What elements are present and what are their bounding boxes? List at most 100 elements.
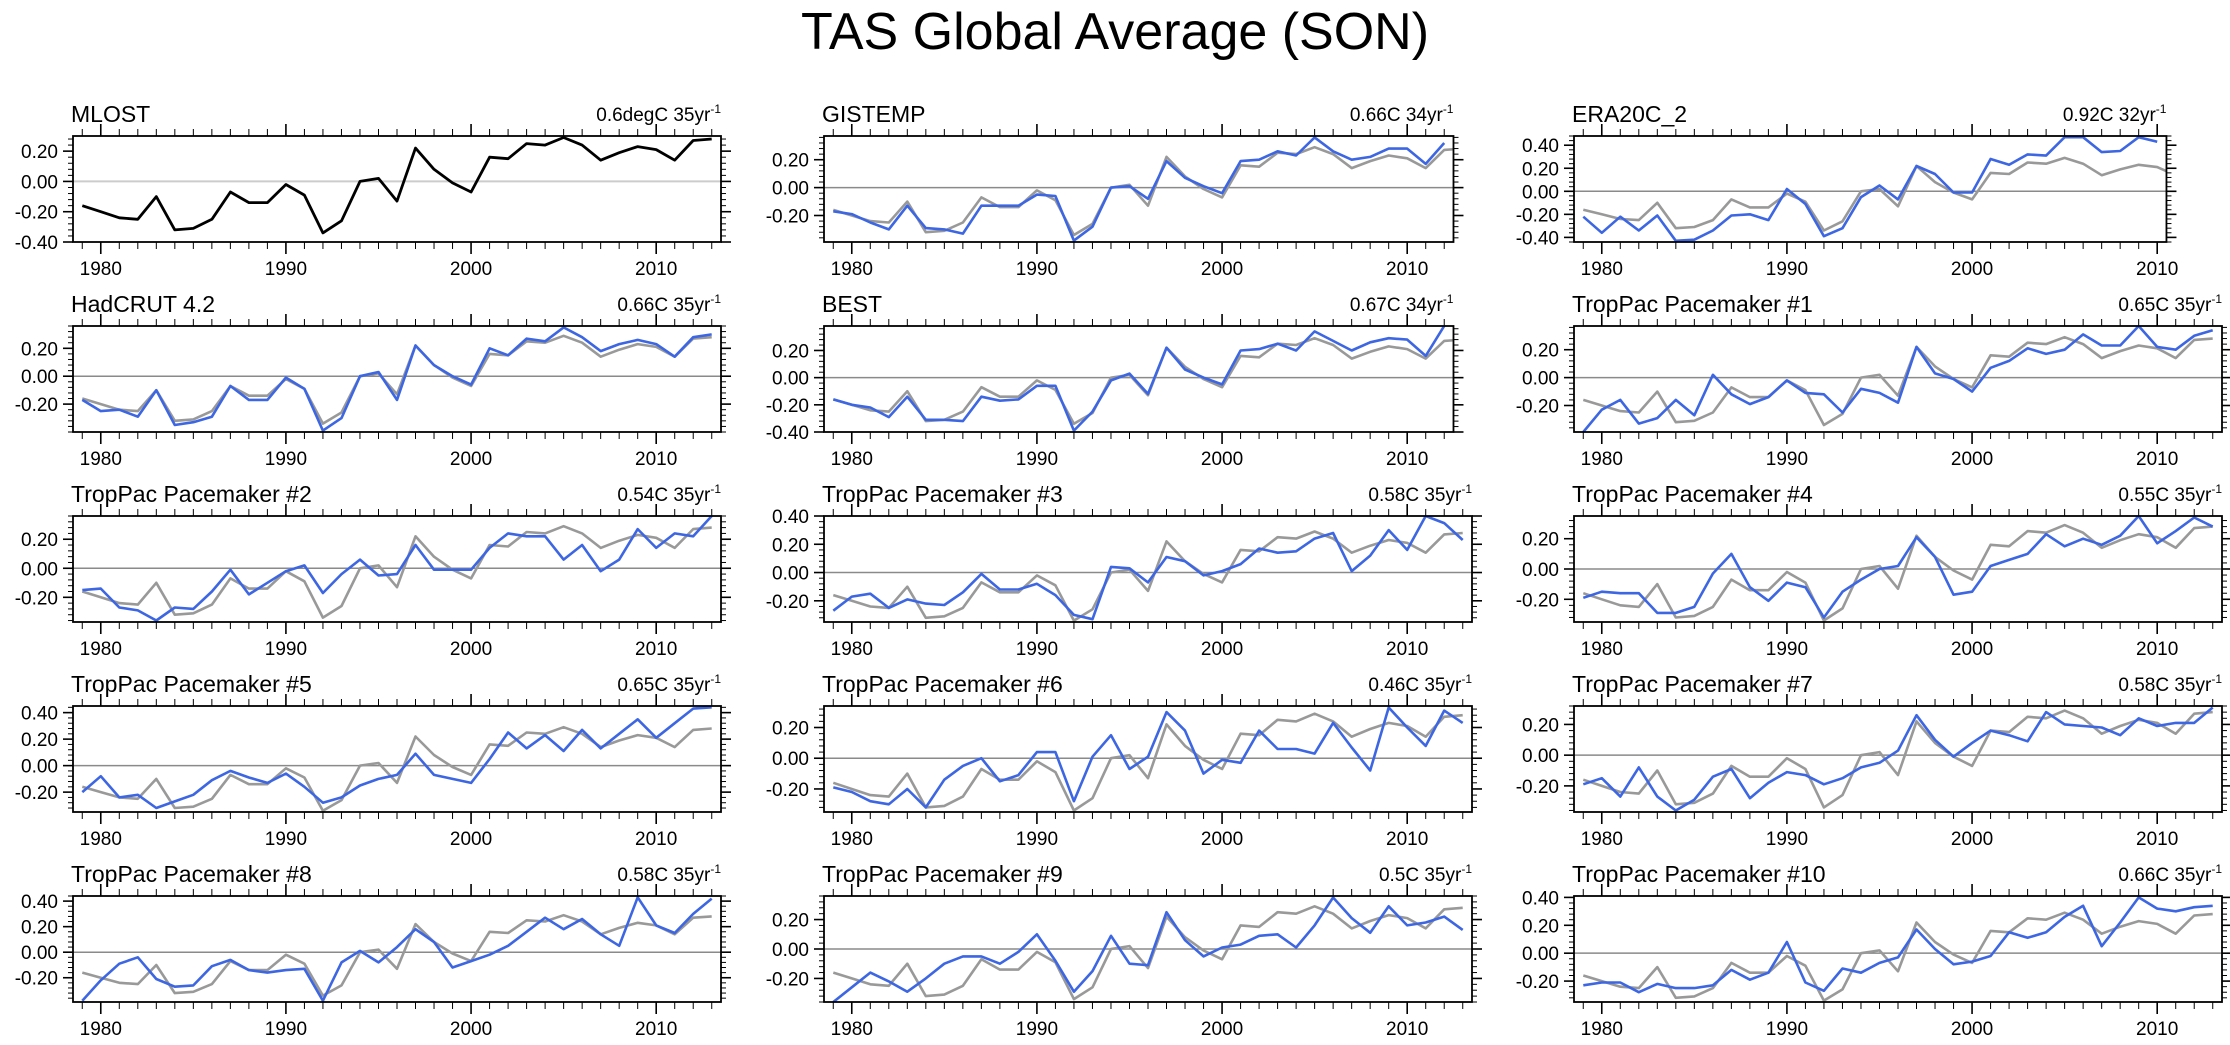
- trend-exponent: -1: [1443, 292, 1454, 306]
- x-tick-label: 1990: [1016, 259, 1058, 280]
- y-tick-label: 0.20: [1522, 530, 1559, 551]
- trend-annotation: 0.5C 35yr-1: [1379, 862, 1472, 886]
- x-tick-label: 2010: [635, 639, 677, 660]
- y-tick-label: -0.40: [15, 233, 58, 254]
- y-tick-label: 0.20: [1522, 916, 1559, 937]
- trend-annotation: 0.65C 35yr-1: [617, 672, 721, 696]
- x-tick-label: 2010: [2136, 259, 2178, 280]
- chart-panel: TropPac Pacemaker #6 0.46C 35yr-1 1980 1990…: [766, 671, 1482, 850]
- trend-value: 0.58C 35yr: [1368, 485, 1462, 506]
- series-line-mlost-reference: [81, 913, 712, 997]
- trend-annotation: 0.66C 34yr-1: [1350, 102, 1454, 126]
- x-tick-label: 1980: [80, 259, 122, 280]
- trend-exponent: -1: [1443, 102, 1454, 116]
- y-tick-label: 0.20: [772, 719, 809, 740]
- chart-panel: TropPac Pacemaker #9 0.5C 35yr-1 1980 1990 2…: [766, 861, 1482, 1040]
- series-line: [81, 706, 712, 810]
- trend-value: 0.66C 35yr: [617, 295, 711, 316]
- chart-panel: TropPac Pacemaker #8 0.58C 35yr-1 1980 1990…: [15, 861, 731, 1040]
- trend-annotation: 0.66C 35yr-1: [617, 292, 721, 316]
- y-tick-label: 0.20: [21, 530, 58, 551]
- x-tick-label: 2010: [1386, 449, 1428, 470]
- plot-frame: [1573, 515, 2223, 623]
- y-tick-label: 0.40: [1522, 136, 1559, 157]
- x-tick-label: 1990: [1766, 1019, 1808, 1040]
- x-tick-label: 1990: [265, 259, 307, 280]
- trend-annotation: 0.58C 35yr-1: [617, 862, 721, 886]
- plot-frame: [1573, 135, 2168, 243]
- y-tick-label: 0.00: [1522, 944, 1559, 965]
- series-group: [81, 896, 713, 1002]
- series-line-mlost-reference: [832, 145, 1454, 237]
- plot-frame: [72, 705, 722, 813]
- series-group: [1582, 326, 2214, 432]
- trend-annotation: 0.58C 35yr-1: [1368, 482, 1472, 506]
- chart-panel: GISTEMP 0.66C 34yr-1 1980 1990 2000 2010 -0.20…: [766, 101, 1464, 280]
- y-tick-label: 0.40: [21, 892, 58, 913]
- plot-frame: [823, 515, 1473, 623]
- chart-panel: TropPac Pacemaker #4 0.55C 35yr-1 1980 1990…: [1516, 481, 2230, 660]
- series-group: [81, 516, 713, 622]
- y-tick-label: 0.20: [772, 151, 809, 172]
- x-tick-label: 2000: [450, 449, 492, 470]
- chart-panel: ERA20C_2 0.92C 32yr-1 1980 1990 2000 2010 -0.4…: [1516, 101, 2179, 280]
- x-tick-label: 1980: [1581, 259, 1623, 280]
- series-group: [832, 706, 1464, 812]
- x-tick-label: 2010: [1386, 829, 1428, 850]
- chart-panel: BEST 0.67C 34yr-1 1980 1990 2000 2010 -0.40 -0.…: [766, 291, 1464, 470]
- y-tick-label: 0.00: [21, 943, 58, 964]
- panel-title: MLOST: [71, 101, 150, 127]
- series-line-mlost-reference: [1582, 523, 2213, 622]
- series-line-mlost-reference: [81, 725, 712, 812]
- y-tick-label: -0.20: [1516, 205, 1559, 226]
- y-tick-label: -0.20: [766, 592, 809, 613]
- y-tick-label: 0.00: [772, 749, 809, 770]
- trend-exponent: -1: [710, 482, 721, 496]
- y-tick-label: 0.20: [21, 142, 58, 163]
- chart-panel: MLOST 0.6degC 35yr-1 1980 1990 2000 2010 -0.40…: [15, 101, 731, 280]
- y-tick-label: 0.20: [772, 535, 809, 556]
- x-tick-label: 1980: [80, 639, 122, 660]
- plot-frame: [823, 895, 1473, 1003]
- x-tick-label: 2010: [2136, 639, 2178, 660]
- series-line: [1582, 136, 2158, 242]
- y-tick-label: -0.20: [766, 780, 809, 801]
- trend-value: 0.5C 35yr: [1379, 865, 1462, 886]
- series-group: [832, 896, 1464, 1002]
- series-line: [1582, 326, 2214, 432]
- trend-value: 0.46C 35yr: [1368, 675, 1462, 696]
- y-tick-label: -0.20: [15, 969, 58, 990]
- series-line: [832, 326, 1446, 432]
- x-tick-label: 1990: [1766, 829, 1808, 850]
- x-tick-label: 1990: [1766, 639, 1808, 660]
- trend-annotation: 0.46C 35yr-1: [1368, 672, 1472, 696]
- panel-title: TropPac Pacemaker #6: [822, 671, 1063, 697]
- trend-annotation: 0.55C 35yr-1: [2118, 482, 2222, 506]
- y-tick-label: 0.40: [21, 704, 58, 725]
- chart-panel: TropPac Pacemaker #10 0.66C 35yr-1 1980 199…: [1516, 861, 2230, 1040]
- panel-title: TropPac Pacemaker #1: [1572, 291, 1813, 317]
- y-tick-label: 0.00: [1522, 369, 1559, 390]
- trend-value: 0.67C 34yr: [1350, 295, 1444, 316]
- panel-title: BEST: [822, 291, 882, 317]
- y-tick-label: -0.40: [1516, 228, 1559, 249]
- x-tick-label: 1990: [265, 639, 307, 660]
- series-group: [1582, 706, 2214, 812]
- x-tick-label: 2000: [450, 639, 492, 660]
- y-tick-label: -0.20: [15, 203, 58, 224]
- figure-title: TAS Global Average (SON): [800, 3, 1430, 61]
- plot-frame: [823, 705, 1473, 813]
- y-tick-label: 0.00: [1522, 560, 1559, 581]
- x-tick-label: 1980: [831, 259, 873, 280]
- y-tick-label: -0.20: [15, 395, 58, 416]
- x-tick-label: 1980: [80, 1019, 122, 1040]
- trend-value: 0.58C 35yr: [617, 865, 711, 886]
- trend-value: 0.65C 35yr: [617, 675, 711, 696]
- x-tick-label: 1980: [1581, 639, 1623, 660]
- plot-frame: [72, 895, 722, 1003]
- x-tick-label: 2000: [1201, 449, 1243, 470]
- series-line: [1582, 706, 2214, 812]
- trend-annotation: 0.6degC 35yr-1: [596, 102, 721, 126]
- y-tick-label: 0.00: [21, 172, 58, 193]
- trend-exponent: -1: [1461, 482, 1472, 496]
